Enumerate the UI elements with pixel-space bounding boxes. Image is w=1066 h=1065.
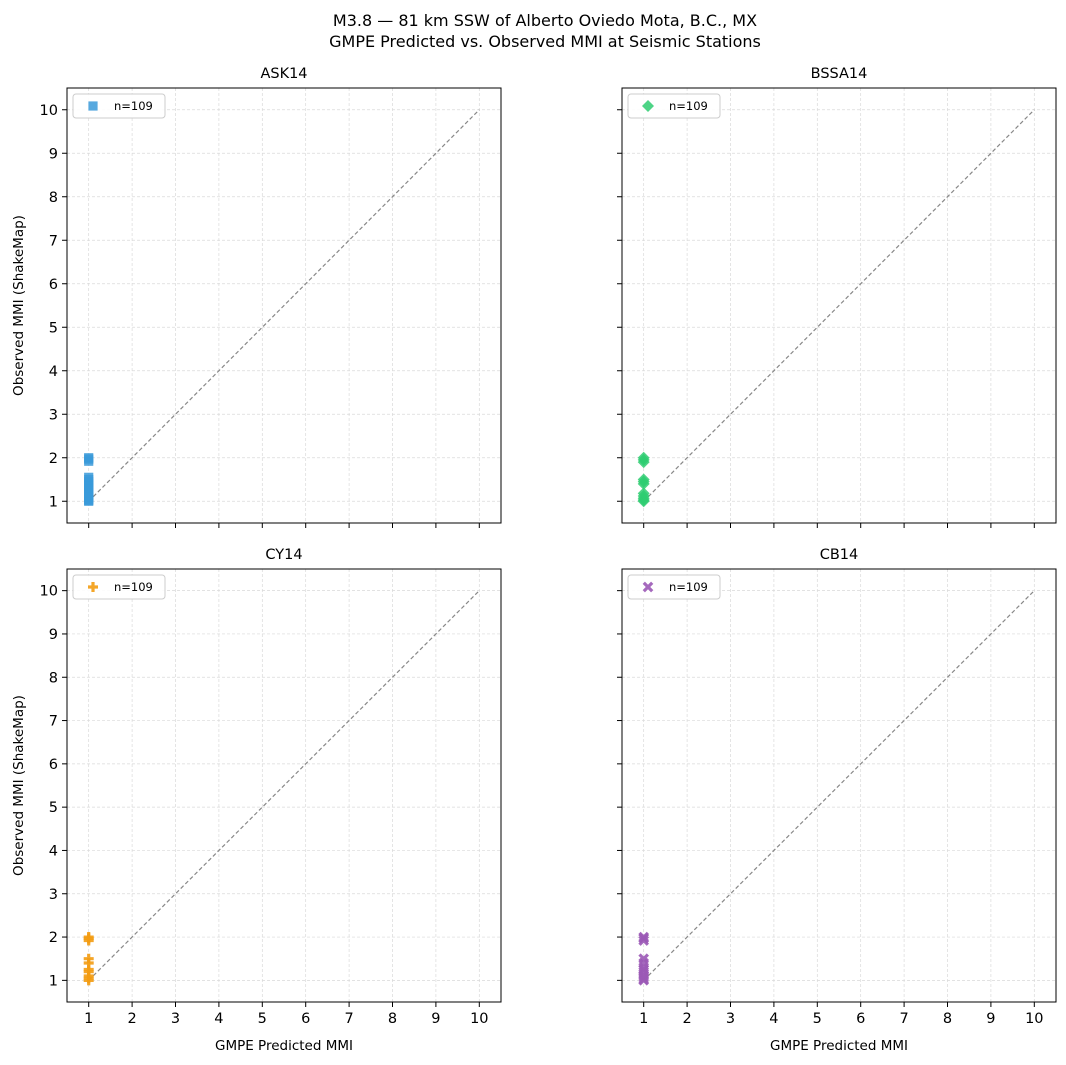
legend-marker [642,100,654,112]
data-point [638,931,650,943]
legend-marker [642,581,654,593]
legend: n=109 [72,93,166,119]
legend-box [627,574,721,600]
y-tick-label: 4 [49,843,58,859]
x-tick-label: 8 [943,1011,952,1027]
y-tick-label: 6 [49,277,58,293]
axes-frame [621,87,1057,524]
axes-frame [66,87,502,524]
x-tick-label: 7 [899,1011,908,1027]
panels: 1 2 3 4 5 6 7 8 9 10 ASK14 Observed MMI (ShakeMap) n… [11,66,1057,1054]
data-point [637,473,650,486]
panel-0: 1 2 3 4 5 6 7 8 9 10 ASK14 Observed MMI (ShakeMap) n… [11,66,502,528]
reference-line [643,109,1035,502]
data-point [84,472,94,482]
reference-line [88,109,480,502]
data-point [637,487,650,500]
x-tick-label: 7 [344,1011,353,1027]
x-tick-label: 8 [388,1011,397,1027]
data-point [637,451,650,464]
x-tick-label: 2 [682,1011,691,1027]
y-tick-label: 8 [49,670,58,686]
x-tick-label: 6 [856,1011,865,1027]
legend-box [72,574,166,600]
x-tick-label: 10 [1025,1011,1043,1027]
y-tick-label: 6 [49,757,58,773]
x-tick-label: 9 [986,1011,995,1027]
y-tick-label: 10 [40,103,58,119]
y-tick-label: 4 [49,364,58,380]
figure-title-line2: GMPE Predicted vs. Observed MMI at Seism… [329,32,761,51]
data-point [638,953,650,965]
legend-label: n=109 [669,580,708,594]
x-tick-label: 9 [431,1011,440,1027]
y-tick-label: 9 [49,627,58,643]
y-tick-label: 3 [49,887,58,903]
panel-1: BSSA14 n=109 [617,66,1057,528]
data-point [83,964,94,975]
x-tick-label: 4 [769,1011,778,1027]
x-tick-label: 5 [258,1011,267,1027]
y-tick-label: 2 [49,451,58,467]
panel-3: 1 2 3 4 5 6 7 8 9 10 CB14 GMPE Predicted MMI n=109 [617,547,1057,1054]
y-axis-label: Observed MMI (ShakeMap) [11,695,27,876]
data-point [84,453,94,463]
panel-title: CB14 [820,547,859,563]
legend-marker [88,101,98,111]
x-tick-label: 10 [470,1011,488,1027]
x-tick-label: 2 [127,1011,136,1027]
y-tick-label: 10 [40,584,58,600]
panel-title: BSSA14 [811,66,868,82]
x-tick-label: 1 [84,1011,93,1027]
panel-title: CY14 [265,547,302,563]
y-tick-label: 1 [49,494,58,510]
figure-title-line1: M3.8 — 81 km SSW of Alberto Oviedo Mota,… [333,11,757,30]
legend-label: n=109 [114,580,153,594]
x-tick-label: 3 [171,1011,180,1027]
legend: n=109 [627,93,721,119]
x-axis-label: GMPE Predicted MMI [770,1038,908,1054]
panel-title: ASK14 [260,66,307,82]
x-tick-label: 4 [214,1011,223,1027]
y-tick-label: 3 [49,407,58,423]
y-tick-label: 5 [49,800,58,816]
legend-box [627,93,721,119]
panel-2: 1 2 3 4 5 6 7 8 9 10 1 2 3 4 5 6 7 8 9 10 CY14 GMPE Predicted… [11,547,502,1054]
data-point [83,953,94,964]
reference-line [643,590,1035,981]
legend-marker [88,582,98,593]
x-tick-label: 1 [639,1011,648,1027]
legend: n=109 [627,574,721,600]
data-point [83,932,94,943]
y-tick-label: 2 [49,930,58,946]
y-tick-label: 7 [49,714,58,730]
y-axis-label: Observed MMI (ShakeMap) [11,215,27,396]
y-tick-label: 9 [49,146,58,162]
y-tick-label: 5 [49,320,58,336]
y-tick-label: 8 [49,190,58,206]
x-axis-label: GMPE Predicted MMI [215,1038,353,1054]
x-tick-label: 3 [726,1011,735,1027]
legend-label: n=109 [114,99,153,113]
axes-frame [621,568,1057,1003]
legend-label: n=109 [669,99,708,113]
reference-line [88,590,480,981]
axes-frame [66,568,502,1003]
y-tick-label: 1 [49,973,58,989]
x-tick-label: 6 [301,1011,310,1027]
y-tick-label: 7 [49,233,58,249]
legend-box [72,93,166,119]
x-tick-label: 5 [813,1011,822,1027]
legend: n=109 [72,574,166,600]
